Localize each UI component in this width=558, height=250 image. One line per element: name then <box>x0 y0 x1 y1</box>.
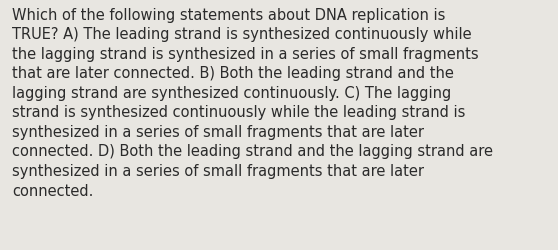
Text: Which of the following statements about DNA replication is
TRUE? A) The leading : Which of the following statements about … <box>12 8 493 198</box>
